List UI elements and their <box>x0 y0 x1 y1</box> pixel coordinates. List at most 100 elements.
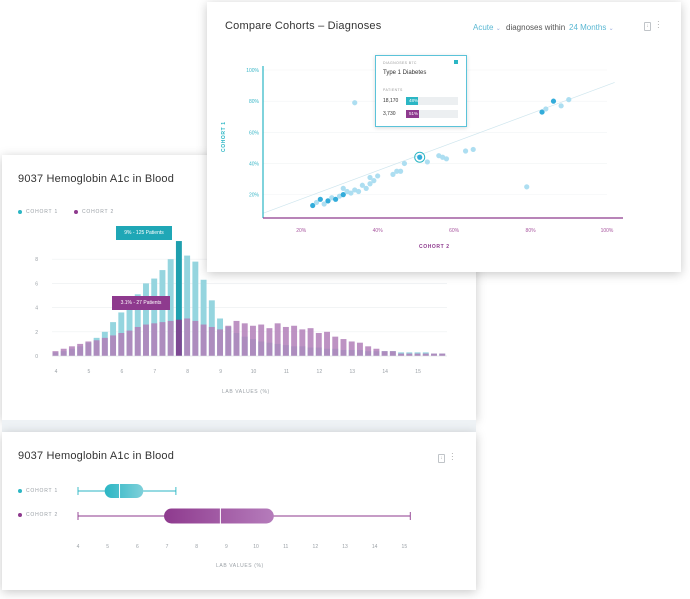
x-tick-label: 15 <box>402 544 408 550</box>
x-tick-label: 100% <box>601 228 614 234</box>
boxplot-chart: 4 5 6 7 8 9 10 11 12 13 14 15 <box>77 484 411 550</box>
bar-cohort2 <box>356 342 363 356</box>
bar-cohort1 <box>192 261 199 356</box>
bar-cohort1 <box>167 259 174 356</box>
x-tick-label: 10 <box>253 544 259 550</box>
bar-cohort2 <box>85 341 92 356</box>
more-options-icon[interactable]: · · · <box>451 449 454 464</box>
scatter-point <box>566 97 572 103</box>
scatter-point <box>539 109 545 115</box>
scatter-point <box>333 196 339 202</box>
color-swatch <box>454 60 458 64</box>
callout-cohort1: 9% - 125 Patients <box>116 226 172 240</box>
boxplot-panel: 9037 Hemoglobin A1c in Blood ↓ · · · COHOR… <box>2 432 476 590</box>
scatter-point <box>401 160 408 167</box>
x-tick-label: 9 <box>219 369 222 375</box>
legend-cohort2[interactable]: COHORT 2 <box>74 209 114 215</box>
scatter-point <box>390 171 396 177</box>
tooltip-diagnosis: Type 1 Diabetes <box>383 70 427 76</box>
bar-cohort2 <box>282 326 289 356</box>
scatter-point <box>424 159 430 165</box>
x-tick-label: 13 <box>349 369 355 375</box>
bar-cohort2 <box>348 341 355 356</box>
scatter-point <box>367 181 373 187</box>
scatter-point <box>340 192 346 198</box>
bar-cohort2 <box>340 339 347 356</box>
y-tick-label: 80% <box>249 99 260 105</box>
bar-cohort2 <box>431 353 437 356</box>
bar-cohort2 <box>134 326 141 356</box>
x-tick-label: 7 <box>166 544 169 550</box>
scatter-xlabel: COHORT 2 <box>419 244 450 250</box>
bar-cohort2 <box>250 325 256 356</box>
bar-cohort2 <box>414 353 421 356</box>
bar-cohort2 <box>241 323 248 356</box>
bar-cohort2 <box>373 348 380 356</box>
bar-cohort1 <box>134 294 141 356</box>
x-tick-label: 7 <box>153 369 156 375</box>
bar-cohort2 <box>389 351 396 356</box>
x-tick-label: 14 <box>382 369 388 375</box>
bar-cohort2 <box>422 353 429 356</box>
bar-cohort2 <box>406 353 413 356</box>
x-tick-label: 6 <box>136 544 139 550</box>
export-icon[interactable]: ↓ <box>644 22 651 31</box>
y-tick-label: 40% <box>249 161 260 167</box>
y-tick-label: 8 <box>35 257 38 263</box>
bar-cohort2 <box>143 324 149 356</box>
scatter-title: Compare Cohorts – Diagnoses <box>225 20 382 32</box>
scatter-point <box>550 98 557 104</box>
tooltip-bar-cohort2: 51% <box>406 110 420 118</box>
y-tick-label: 0 <box>35 354 38 360</box>
scatter-point <box>394 168 400 174</box>
scatter-point <box>470 146 476 153</box>
y-tick-label: 100% <box>246 68 259 74</box>
bar-cohort2 <box>126 330 133 356</box>
legend-cohort1[interactable]: COHORT 1 <box>18 209 58 215</box>
x-tick-label: 5 <box>106 544 109 550</box>
x-tick-label: 20% <box>296 228 307 234</box>
bar-cohort2 <box>93 340 100 356</box>
bar-cohort2 <box>381 351 388 356</box>
bar-cohort1 <box>184 255 191 356</box>
bar-cohort2 <box>77 343 84 356</box>
bar-cohort2 <box>151 323 158 356</box>
y-tick-label: 2 <box>35 330 38 336</box>
histogram-xlabel: LAB VALUES (%) <box>222 389 270 395</box>
scatter-point <box>543 106 549 112</box>
tooltip-bar-cohort1: 48% <box>406 97 419 105</box>
y-tick-label: 4 <box>35 306 38 312</box>
scatter-point <box>325 198 331 204</box>
bar-cohort2 <box>101 337 108 356</box>
bar-cohort2 <box>159 322 166 356</box>
bar-cohort1 <box>159 270 166 356</box>
bar-cohort1 <box>200 279 207 356</box>
bar-cohort2 <box>118 333 125 356</box>
bar-cohort2 <box>175 319 182 356</box>
scatter-panel: Compare Cohorts – Diagnoses Acute ⌄ diag… <box>207 2 681 272</box>
scatter-point <box>340 185 346 191</box>
scatter-point <box>417 154 423 160</box>
box-iqr <box>164 508 274 524</box>
diagnosis-tooltip: DIAGNOSES B7C Type 1 Diabetes PATIENTS 1… <box>375 55 467 127</box>
bar-cohort1 <box>151 278 158 356</box>
scatter-point <box>317 196 323 202</box>
bar-cohort2 <box>60 348 67 356</box>
bar-cohort2 <box>307 328 314 356</box>
x-tick-label: 12 <box>317 369 323 375</box>
scatter-point <box>524 184 530 190</box>
bar-cohort2 <box>192 320 199 356</box>
scatter-point <box>375 173 381 179</box>
scatter-point <box>558 103 564 109</box>
diagonal-line <box>262 82 615 214</box>
histogram-chart: 0 2 4 6 8 4 5 6 7 8 9 10 11 12 13 14 15 <box>35 241 447 375</box>
y-tick-label: 20% <box>249 193 260 199</box>
x-tick-label: 40% <box>373 228 384 234</box>
more-options-icon[interactable]: · · · <box>657 17 660 32</box>
scatter-point <box>363 185 369 191</box>
export-icon[interactable]: ↓ <box>438 454 445 463</box>
bar-cohort2 <box>184 318 191 356</box>
bar-cohort2 <box>315 333 322 356</box>
filter-period-dropdown[interactable]: 24 Months ⌄ <box>569 23 614 32</box>
filter-type-dropdown[interactable]: Acute ⌄ <box>473 23 501 32</box>
